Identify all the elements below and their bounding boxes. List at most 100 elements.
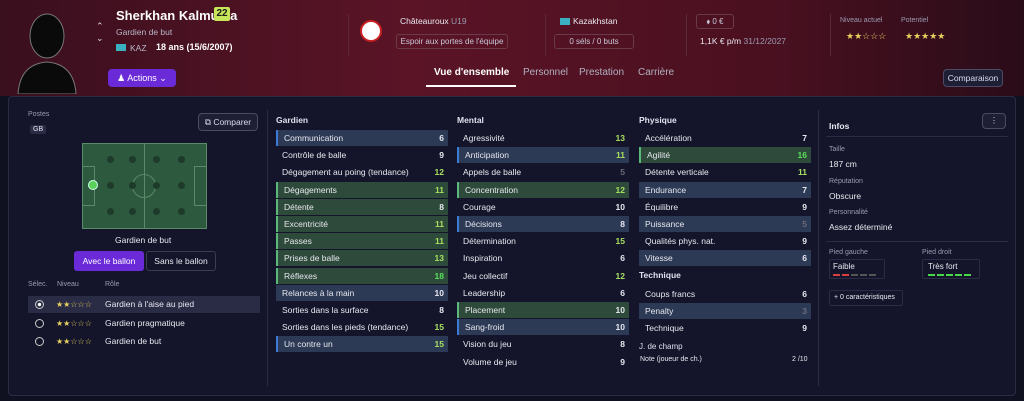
attribute-row[interactable]: Sorties dans la surface 8 xyxy=(276,302,448,318)
attribute-row[interactable]: Penalty 3 xyxy=(639,303,811,320)
traits-button[interactable]: + 0 caractéristiques xyxy=(829,290,903,306)
attribute-row[interactable]: Équilibre 9 xyxy=(639,199,811,215)
attribute-row[interactable]: Sang-froid 10 xyxy=(457,319,629,336)
attribute-row[interactable]: Qualités phys. nat. 9 xyxy=(639,233,811,249)
attribute-name: Qualités phys. nat. xyxy=(645,236,716,247)
role-stars: ★★☆☆☆ xyxy=(56,319,92,328)
attribute-row[interactable]: Détente verticale 11 xyxy=(639,164,811,180)
attribute-row[interactable]: Appels de balle 5 xyxy=(457,164,629,180)
attribute-row[interactable]: Agressivité 13 xyxy=(457,130,629,146)
attribute-value: 11 xyxy=(435,236,444,247)
right-foot-value: Très fort xyxy=(928,262,958,271)
attribute-name: Vitesse xyxy=(645,253,673,264)
tab-underline xyxy=(426,85,516,87)
toggle-with-ball[interactable]: Avec le ballon xyxy=(74,251,144,271)
attribute-row[interactable]: Communication 6 xyxy=(276,130,448,146)
attribute-value: 15 xyxy=(615,236,625,247)
attribute-row[interactable]: Leadership 6 xyxy=(457,285,629,301)
flag-icon xyxy=(116,44,126,51)
divider xyxy=(348,14,349,56)
attribute-row[interactable]: Dégagements 11 xyxy=(276,181,448,198)
club-name[interactable]: Châteauroux xyxy=(400,16,449,26)
tab-career[interactable]: Carrière xyxy=(638,67,675,78)
attribute-row[interactable]: Accélération 7 xyxy=(639,130,811,146)
attribute-value: 6 xyxy=(620,253,625,264)
actions-label: Actions xyxy=(127,73,157,83)
chevron-down-icon[interactable]: ⌄ xyxy=(96,33,104,43)
attribute-value: 12 xyxy=(434,167,444,178)
attribute-row[interactable]: Anticipation 11 xyxy=(457,147,629,164)
left-foot-label: Pied gauche xyxy=(829,249,868,256)
traits-label: 0 caractéristiques xyxy=(840,294,895,301)
attribute-row[interactable]: Vision du jeu 8 xyxy=(457,336,629,352)
attribute-value: 9 xyxy=(802,236,807,247)
attribute-row[interactable]: Courage 10 xyxy=(457,199,629,215)
attribute-row[interactable]: Décisions 8 xyxy=(457,216,629,232)
attribute-value: 7 xyxy=(802,133,807,143)
attribute-row[interactable]: Vitesse 6 xyxy=(639,250,811,267)
attribute-row[interactable]: Excentricité 11 xyxy=(276,216,448,232)
attribute-row[interactable]: Sorties dans les pieds (tendance) 15 xyxy=(276,319,448,335)
column-divider xyxy=(267,110,268,386)
attribute-value: 13 xyxy=(434,253,444,264)
national-caps: 0 séls / 0 buts xyxy=(554,34,634,49)
attribute-value: 5 xyxy=(802,219,807,229)
club-status: Espoir aux portes de l'équipe xyxy=(396,34,508,49)
attribute-row[interactable]: Contrôle de balle 9 xyxy=(276,147,448,163)
nation-code: KAZ xyxy=(130,43,147,53)
attribute-row[interactable]: Relances à la main 10 xyxy=(276,284,448,301)
radio[interactable] xyxy=(35,319,44,328)
contract-expiry: 31/12/2027 xyxy=(743,36,787,46)
attribute-name: Penalty xyxy=(645,306,674,317)
attribute-name: Agressivité xyxy=(463,133,505,143)
actions-button[interactable]: ♟ Actions ⌄ xyxy=(108,69,176,87)
chevron-up-icon[interactable]: ⌃ xyxy=(96,21,104,31)
radio[interactable] xyxy=(35,337,44,346)
infos-title: Infos xyxy=(829,121,850,131)
attribute-name: Concentration xyxy=(465,184,518,195)
attribute-row[interactable]: Détermination 15 xyxy=(457,233,629,249)
comparison-button[interactable]: Comparaison xyxy=(943,69,1003,87)
attribute-value: 6 xyxy=(802,289,807,299)
reputation-value: Obscure xyxy=(829,191,862,201)
attribute-row[interactable]: Détente 8 xyxy=(276,198,448,215)
attribute-value: 11 xyxy=(616,150,625,161)
attribute-name: Prises de balle xyxy=(284,253,340,264)
attribute-row[interactable]: Puissance 5 xyxy=(639,216,811,232)
attribute-name: Passes xyxy=(284,236,312,247)
attribute-row[interactable]: Passes 11 xyxy=(276,233,448,250)
attribute-value: 9 xyxy=(802,201,807,212)
attribute-row[interactable]: Inspiration 6 xyxy=(457,250,629,266)
role-stars: ★★☆☆☆ xyxy=(56,300,92,309)
attribute-row[interactable]: Dégagement au poing (tendance) 12 xyxy=(276,164,448,180)
toggle-without-ball[interactable]: Sans le ballon xyxy=(146,251,216,271)
role-row[interactable] xyxy=(28,296,260,313)
column-divider xyxy=(818,110,819,386)
attribute-value: 5 xyxy=(620,167,625,178)
attribute-row[interactable]: Agilité 16 xyxy=(639,147,811,164)
attribute-row[interactable]: Réflexes 18 xyxy=(276,267,448,284)
tab-personal[interactable]: Personnel xyxy=(523,67,569,78)
tab-performance[interactable]: Prestation xyxy=(579,67,625,78)
attribute-name: Courage xyxy=(463,201,496,212)
attribute-row[interactable]: Prises de balle 13 xyxy=(276,250,448,267)
radio-selected[interactable] xyxy=(35,300,44,309)
attribute-row[interactable]: Technique 9 xyxy=(639,320,811,336)
attribute-row[interactable]: Volume de jeu 9 xyxy=(457,354,629,370)
attribute-row[interactable]: Concentration 12 xyxy=(457,181,629,198)
col-sel: Sélec. xyxy=(28,281,48,288)
attribute-row[interactable]: Placement 10 xyxy=(457,302,629,318)
tab-overview[interactable]: Vue d'ensemble xyxy=(434,67,510,78)
attribute-name: Réflexes xyxy=(284,270,318,281)
compare-button[interactable]: ⧉ Comparer xyxy=(198,113,258,131)
attribute-row[interactable]: Coups francs 6 xyxy=(639,286,811,302)
national-country[interactable]: Kazakhstan xyxy=(573,16,618,26)
left-foot-box xyxy=(829,259,885,279)
attribute-value: 11 xyxy=(435,219,444,229)
attribute-value: 9 xyxy=(802,323,807,334)
attribute-row[interactable]: Un contre un 15 xyxy=(276,336,448,353)
divider xyxy=(686,14,687,56)
info-toggle-button[interactable]: ⋮ xyxy=(982,113,1006,129)
attribute-row[interactable]: Endurance 7 xyxy=(639,181,811,198)
attribute-row[interactable]: Jeu collectif 12 xyxy=(457,268,629,284)
